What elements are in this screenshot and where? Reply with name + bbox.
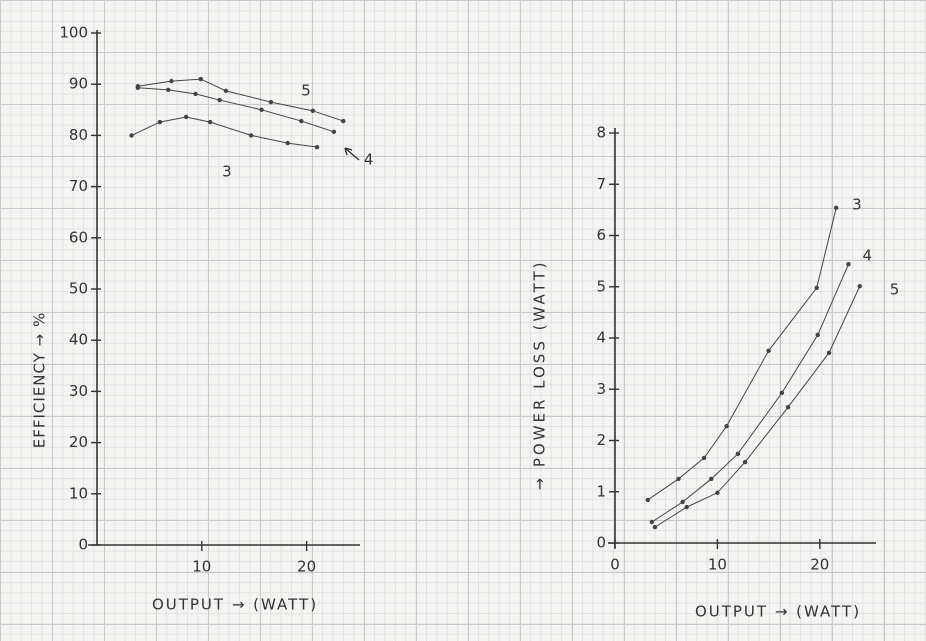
x-axis-label: OUTPUT → (WATT) xyxy=(152,596,318,614)
data-point xyxy=(846,262,851,267)
data-point xyxy=(129,133,134,138)
series-label: 3 xyxy=(852,195,862,213)
y-tick-label: 60 xyxy=(69,228,88,246)
data-point xyxy=(701,455,707,461)
pointer-arrow xyxy=(344,147,360,161)
data-point xyxy=(341,118,346,124)
y-tick-label: 50 xyxy=(69,280,88,298)
data-point xyxy=(310,108,316,114)
series-label: 5 xyxy=(890,281,900,299)
data-point xyxy=(259,107,264,113)
data-point xyxy=(684,504,689,510)
data-point xyxy=(217,97,222,103)
x-tick-label: 10 xyxy=(708,556,727,574)
x-axis-label: OUTPUT → (WATT) xyxy=(695,603,861,621)
data-point xyxy=(833,205,839,211)
data-point xyxy=(166,87,171,93)
y-tick-label: 40 xyxy=(69,331,88,349)
series-line xyxy=(654,286,861,528)
data-point xyxy=(709,476,714,482)
data-point xyxy=(157,119,163,125)
y-tick-label: 20 xyxy=(69,433,88,451)
data-point xyxy=(857,284,862,289)
data-point xyxy=(248,133,254,138)
y-tick-label: 6 xyxy=(596,226,606,244)
y-tick-label: 8 xyxy=(596,124,606,142)
data-point xyxy=(724,423,729,429)
y-axis-label: EFFICIENCY → % xyxy=(31,312,49,448)
x-tick-label: 20 xyxy=(297,558,316,576)
y-tick-label: 90 xyxy=(69,75,88,93)
data-point xyxy=(193,91,198,97)
data-point xyxy=(715,490,720,495)
data-point xyxy=(223,88,229,94)
x-tick-label: 20 xyxy=(810,556,829,574)
y-tick-label: 0 xyxy=(596,534,606,552)
series-line xyxy=(651,264,849,523)
x-tick-label: 0 xyxy=(610,556,620,574)
series-line xyxy=(647,207,837,501)
data-point xyxy=(198,76,203,82)
data-point xyxy=(742,459,748,465)
data-point xyxy=(285,140,290,146)
data-point xyxy=(268,99,274,105)
data-point xyxy=(785,404,791,410)
series-line xyxy=(137,78,344,122)
x-tick-label: 10 xyxy=(192,558,211,576)
data-point xyxy=(169,78,174,84)
data-point xyxy=(183,114,189,120)
data-point xyxy=(735,451,741,457)
y-tick-label: 3 xyxy=(596,380,606,398)
data-point xyxy=(826,350,832,356)
y-tick-label: 4 xyxy=(596,329,606,347)
series-label: 3 xyxy=(222,163,232,181)
data-point xyxy=(135,84,141,89)
data-point xyxy=(331,129,337,135)
y-tick-label: 5 xyxy=(596,277,606,295)
data-point xyxy=(676,476,681,482)
series-label: 5 xyxy=(301,82,311,100)
y-tick-label: 7 xyxy=(596,175,606,193)
y-tick-label: 0 xyxy=(78,536,88,554)
data-point xyxy=(815,332,820,338)
y-axis-label: → POWER LOSS (WATT) xyxy=(531,259,549,490)
data-point xyxy=(207,119,213,125)
series-label: 4 xyxy=(364,150,374,168)
data-point xyxy=(649,519,655,525)
data-point xyxy=(299,118,304,124)
y-tick-label: 10 xyxy=(69,484,88,502)
data-point xyxy=(814,285,819,290)
data-point xyxy=(645,497,650,503)
data-point xyxy=(766,348,771,354)
data-point xyxy=(314,144,320,150)
y-tick-label: 70 xyxy=(69,177,88,195)
y-tick-label: 100 xyxy=(59,24,88,42)
y-tick-label: 30 xyxy=(69,382,88,400)
y-tick-label: 80 xyxy=(69,126,88,144)
y-tick-label: 2 xyxy=(596,431,606,449)
series-label: 4 xyxy=(862,247,872,265)
data-point xyxy=(652,524,658,530)
data-point xyxy=(779,390,785,396)
data-point xyxy=(680,499,685,505)
y-tick-label: 1 xyxy=(596,482,606,500)
